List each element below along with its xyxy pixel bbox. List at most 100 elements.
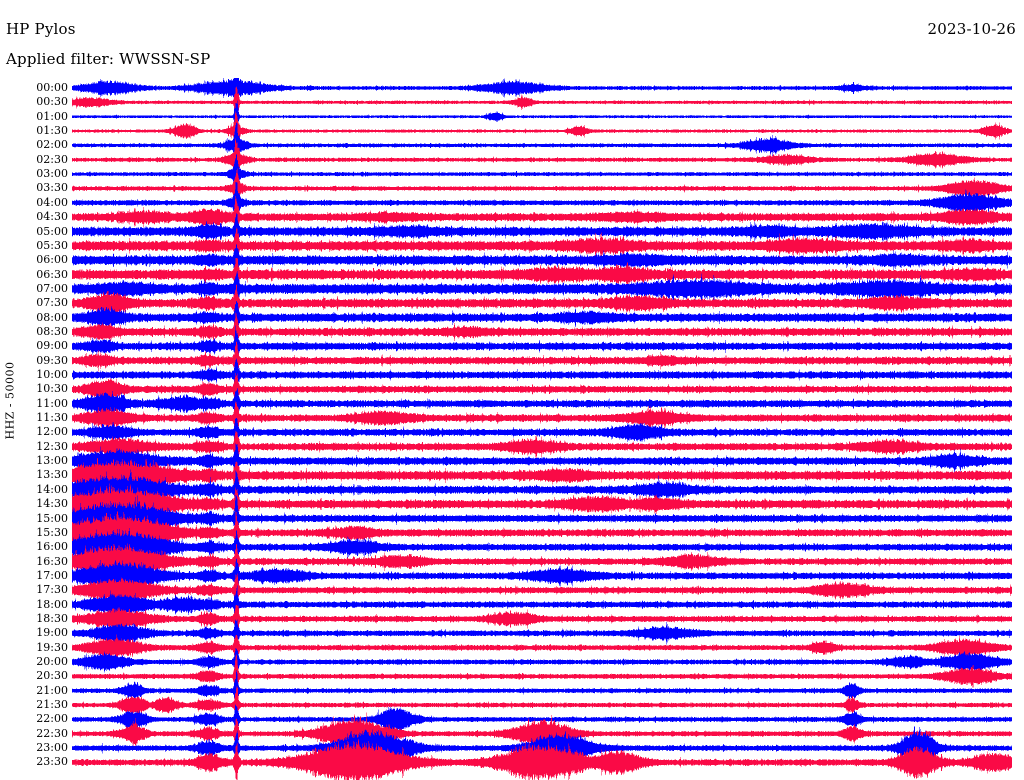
time-tick-label: 11:00: [36, 396, 68, 410]
seismogram-trace: [72, 443, 1012, 479]
seismogram-trace: [72, 618, 1012, 648]
applied-filter-label: Applied filter: WWSSN-SP: [6, 50, 211, 68]
page-title: HP Pylos: [6, 20, 76, 38]
seismogram-trace: [72, 634, 1012, 661]
seismogram-trace: [72, 340, 1012, 382]
seismogram-trace: [72, 100, 1012, 133]
seismogram-trace: [72, 325, 1012, 368]
time-tick-label: 13:00: [36, 454, 68, 468]
seismogram-trace: [72, 167, 1012, 210]
time-tick-label: 05:00: [36, 224, 68, 238]
time-tick-label: 13:30: [36, 468, 68, 482]
time-tick-label: 07:00: [36, 281, 68, 295]
seismogram-trace: [72, 431, 1012, 463]
time-tick-label: 12:00: [36, 425, 68, 439]
seismogram-plot: [0, 78, 1024, 780]
seismogram-trace: [72, 527, 1012, 568]
time-tick-label: 19:30: [36, 640, 68, 654]
seismogram-canvas: [72, 78, 1012, 780]
time-tick-label: 04:30: [36, 210, 68, 224]
time-tick-label: 03:00: [36, 167, 68, 181]
time-tick-label: 22:30: [36, 726, 68, 740]
seismogram-trace: [72, 556, 1012, 595]
time-tick-label: 15:30: [36, 525, 68, 539]
time-tick-label: 11:30: [36, 411, 68, 425]
seismogram-trace: [72, 685, 1012, 725]
time-tick-label: 21:00: [36, 683, 68, 697]
time-tick-label: 17:30: [36, 583, 68, 597]
seismogram-trace: [72, 357, 1012, 393]
time-tick-label: 23:30: [36, 755, 68, 769]
seismogram-trace: [72, 213, 1012, 250]
seismogram-trace: [72, 480, 1012, 528]
seismogram-trace: [72, 573, 1012, 608]
seismogram-trace: [72, 510, 1012, 556]
seismogram-trace: [72, 257, 1012, 292]
seismogram-trace: [72, 604, 1012, 634]
time-tick-label: 18:30: [36, 611, 68, 625]
seismogram-trace: [72, 122, 1012, 169]
time-tick-labels: 00:00 00:30 01:00 01:30 02:00 02:30 03:00 03:30…: [0, 78, 72, 780]
time-tick-label: 15:00: [36, 511, 68, 525]
time-tick-label: 08:00: [36, 310, 68, 324]
seismogram-trace: [72, 467, 1012, 513]
time-tick-label: 00:30: [36, 95, 68, 109]
time-tick-label: 23:00: [36, 741, 68, 755]
seismogram-trace: [72, 668, 1012, 713]
seismogram-trace: [72, 86, 1012, 119]
seismogram-trace: [72, 300, 1012, 335]
time-tick-label: 02:00: [36, 138, 68, 152]
seismogram-trace: [72, 372, 1012, 406]
seismogram-trace: [72, 401, 1012, 435]
seismogram-trace: [72, 281, 1012, 326]
time-tick-label: 07:30: [36, 296, 68, 310]
time-tick-label: 03:30: [36, 181, 68, 195]
seismogram-trace: [72, 704, 1012, 735]
time-tick-label: 09:00: [36, 339, 68, 353]
time-tick-label: 16:30: [36, 554, 68, 568]
time-tick-label: 20:00: [36, 655, 68, 668]
time-tick-label: 17:00: [36, 568, 68, 582]
time-tick-label: 06:00: [36, 253, 68, 267]
time-tick-label: 01:00: [36, 109, 68, 123]
time-tick-label: 09:30: [36, 353, 68, 367]
seismogram-trace: [72, 270, 1012, 308]
time-tick-label: 01:30: [36, 124, 68, 138]
record-date: 2023-10-26: [927, 20, 1016, 38]
seismogram-trace: [72, 647, 1012, 677]
seismogram-trace: [72, 111, 1012, 151]
time-tick-label: 19:00: [36, 626, 68, 640]
seismogram-trace: [72, 724, 1012, 772]
time-tick-label: 14:30: [36, 497, 68, 511]
seismogram-trace: [72, 138, 1012, 182]
seismogram-trace: [72, 312, 1012, 352]
seismogram-trace: [72, 738, 1012, 780]
time-tick-label: 02:30: [36, 152, 68, 166]
seismogram-trace: [72, 152, 1012, 197]
time-tick-label: 16:00: [36, 540, 68, 554]
time-tick-label: 10:30: [36, 382, 68, 396]
seismogram-trace: [72, 653, 1012, 699]
time-tick-label: 05:30: [36, 238, 68, 252]
seismogram-trace: [72, 541, 1012, 582]
seismogram-trace: [72, 387, 1012, 420]
seismogram-trace: [72, 455, 1012, 496]
time-tick-label: 06:30: [36, 267, 68, 281]
time-tick-label: 14:00: [36, 482, 68, 496]
time-tick-label: 18:00: [36, 597, 68, 611]
seismogram-trace: [72, 195, 1012, 239]
seismogram-trace: [72, 494, 1012, 543]
seismogram-trace: [72, 418, 1012, 447]
time-tick-label: 12:30: [36, 439, 68, 453]
time-tick-label: 22:00: [36, 712, 68, 726]
seismogram-trace: [72, 181, 1012, 225]
time-tick-label: 20:30: [36, 669, 68, 683]
time-tick-label: 10:00: [36, 368, 68, 381]
seismogram-trace: [72, 242, 1012, 278]
seismogram-trace: [72, 711, 1012, 756]
time-tick-label: 08:30: [36, 324, 68, 338]
seismogram-trace: [72, 78, 1012, 111]
time-tick-label: 00:00: [36, 81, 68, 94]
time-tick-label: 04:00: [36, 195, 68, 209]
